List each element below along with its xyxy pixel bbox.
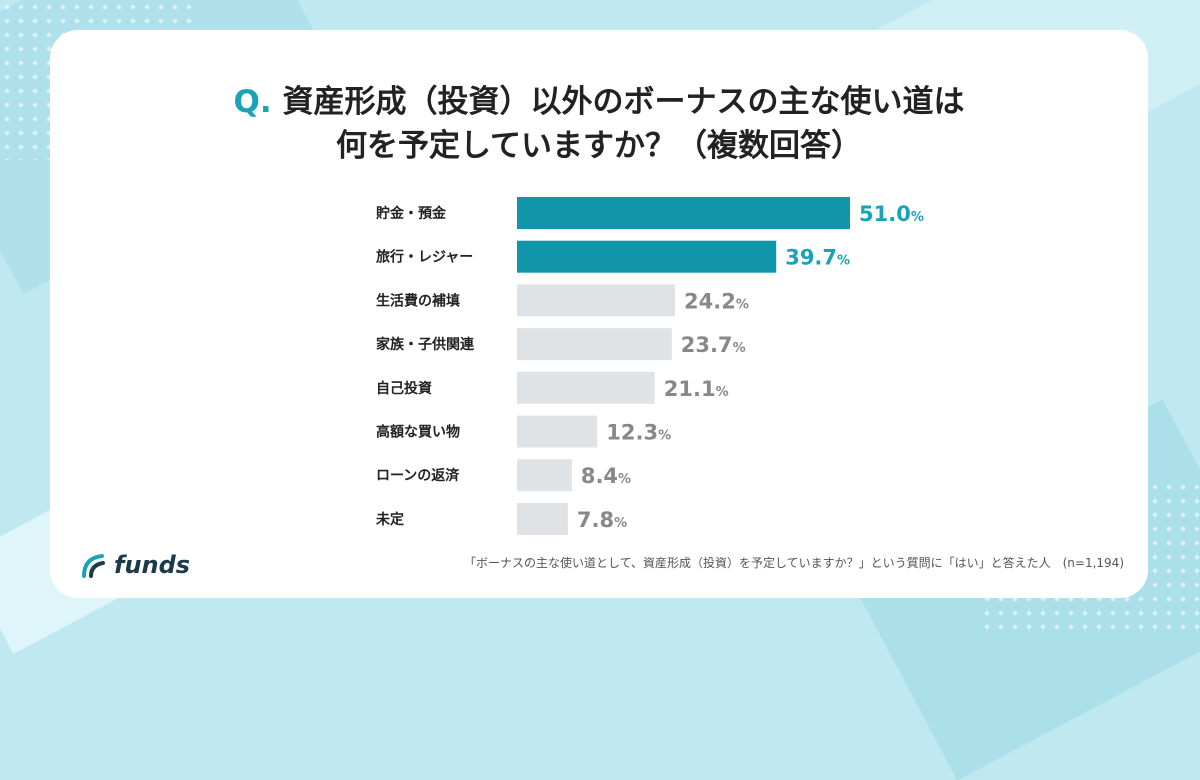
- title-text-2: 何を予定していますか？（複数回答）: [335, 128, 863, 164]
- category-label: ローンの返済: [376, 467, 460, 484]
- category-label: 未定: [376, 511, 404, 528]
- category-label: 貯金・預金: [376, 205, 447, 222]
- category-label: 高額な買い物: [376, 424, 460, 441]
- funds-logo-icon: [82, 554, 105, 578]
- value-label: 21.1%: [664, 377, 729, 401]
- category-label: 家族・子供関連: [376, 336, 475, 353]
- bar: [517, 284, 676, 317]
- value-label: 7.8%: [577, 508, 627, 532]
- bar: [517, 328, 672, 361]
- bar: [517, 197, 850, 229]
- category-label: 生活費の補填: [376, 292, 460, 309]
- survey-footnote: 「ボーナスの主な使い道として、資産形成（投資）を予定していますか？」という質問に…: [463, 556, 1124, 570]
- value-label: 23.7%: [681, 333, 746, 357]
- funds-logo-text: funds: [114, 551, 191, 579]
- category-label: 旅行・レジャー: [376, 249, 473, 266]
- bar: [517, 502, 568, 535]
- question-marker: Q.: [233, 84, 272, 120]
- bar: [517, 240, 777, 273]
- chart-title: Q. 資産形成（投資）以外のボーナスの主な使い道は 何を予定していますか？（複数…: [50, 80, 1148, 168]
- value-label: 39.7%: [785, 246, 850, 270]
- bar: [517, 415, 598, 448]
- category-label: 自己投資: [376, 380, 432, 397]
- bar: [517, 459, 572, 492]
- bar-chart: 貯金・預金 51.0% 旅行・レジャー 39.7% 生活費の補填 24.2% 家族・子供関連…: [376, 197, 924, 535]
- value-label: 8.4%: [581, 464, 631, 488]
- value-label: 51.0%: [859, 202, 924, 226]
- value-label: 24.2%: [684, 289, 749, 313]
- bar: [517, 371, 655, 404]
- title-text-1: 資産形成（投資）以外のボーナスの主な使い道は: [282, 84, 965, 120]
- title-line-1: Q. 資産形成（投資）以外のボーナスの主な使い道は: [50, 80, 1148, 124]
- funds-logo: funds: [80, 548, 190, 582]
- value-label: 12.3%: [606, 421, 671, 445]
- content-card: Q. 資産形成（投資）以外のボーナスの主な使い道は 何を予定していますか？（複数…: [50, 30, 1148, 598]
